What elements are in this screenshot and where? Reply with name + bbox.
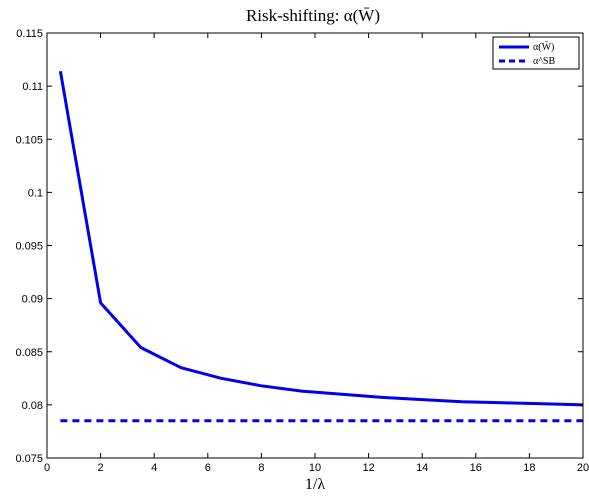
x-tick-label: 0 <box>44 462 50 474</box>
legend-label-1: α^SB <box>533 56 555 67</box>
x-axis-label: 1/λ <box>305 476 325 493</box>
series-line-0 <box>58 71 584 407</box>
legend-box <box>492 36 580 70</box>
x-tick-label: 16 <box>470 462 482 474</box>
y-tick-label: 0.095 <box>15 241 43 253</box>
x-tick-label: 14 <box>416 462 428 474</box>
x-tick-label: 18 <box>523 462 535 474</box>
chart-title: Risk-shifting: α(W̄) <box>246 6 380 25</box>
x-tick-label: 12 <box>362 462 374 474</box>
legend-label-0: α(W̄) <box>533 41 554 53</box>
x-tick-label: 6 <box>205 462 211 474</box>
y-tick-label: 0.075 <box>15 453 43 465</box>
y-tick-label: 0.11 <box>22 81 43 93</box>
x-tick-label: 20 <box>577 462 589 474</box>
y-tick-label: 0.105 <box>15 134 43 146</box>
ticks-layer: 0 2 4 6 8 10 12 14 16 18 20 0.075 0.08 0.085 0.09 0.095… <box>15 28 589 474</box>
y-tick-label: 0.1 <box>28 187 43 199</box>
legend: α(W̄) α^SB <box>492 36 580 70</box>
x-tick-label: 4 <box>151 462 157 474</box>
y-tick-label: 0.09 <box>22 294 43 306</box>
x-tick-label: 10 <box>309 462 321 474</box>
x-tick-label: 8 <box>258 462 264 474</box>
plot-area <box>47 33 583 458</box>
y-tick-label: 0.08 <box>22 400 43 412</box>
x-tick-label: 2 <box>98 462 104 474</box>
series-layer <box>58 71 584 423</box>
y-tick-label: 0.085 <box>15 347 43 359</box>
y-tick-label: 0.115 <box>16 28 43 40</box>
